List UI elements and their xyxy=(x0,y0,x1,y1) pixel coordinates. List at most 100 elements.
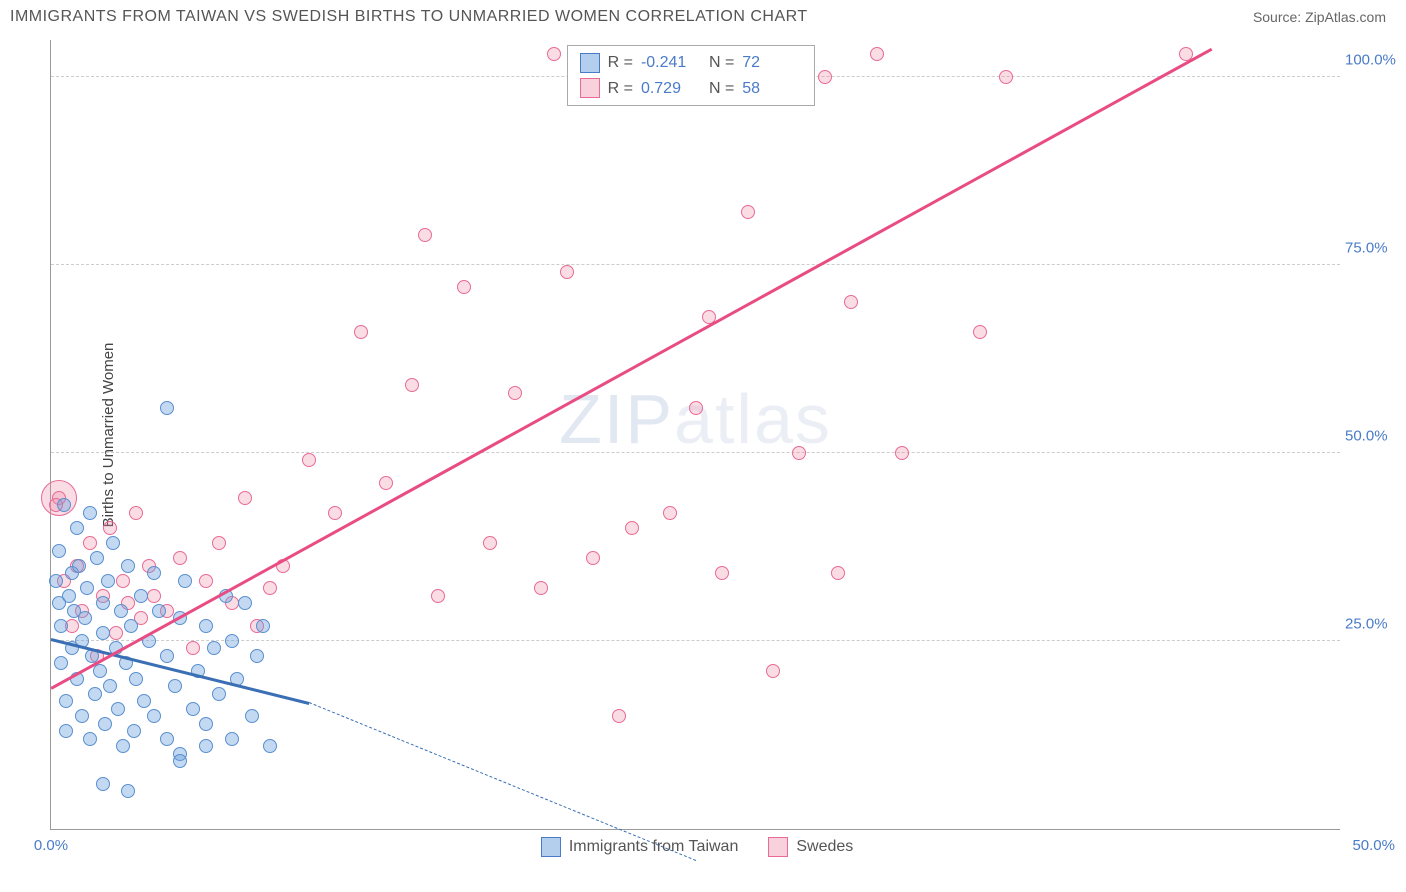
data-point xyxy=(186,641,200,655)
source-link[interactable]: Source: ZipAtlas.com xyxy=(1253,9,1386,25)
data-point xyxy=(328,506,342,520)
data-point xyxy=(199,574,213,588)
trendline xyxy=(50,48,1212,690)
data-point xyxy=(78,611,92,625)
data-point xyxy=(999,70,1013,84)
data-point xyxy=(715,566,729,580)
data-point xyxy=(160,401,174,415)
data-point xyxy=(103,679,117,693)
data-point xyxy=(212,687,226,701)
stat-row-blue: R = -0.241 N = 72 xyxy=(580,50,803,76)
data-point xyxy=(431,589,445,603)
data-point xyxy=(121,559,135,573)
data-point xyxy=(98,717,112,731)
data-point xyxy=(137,694,151,708)
data-point xyxy=(127,724,141,738)
blue-swatch-icon xyxy=(580,53,600,73)
data-point xyxy=(147,566,161,580)
data-point xyxy=(199,717,213,731)
data-point xyxy=(103,521,117,535)
data-point xyxy=(173,754,187,768)
data-point xyxy=(207,641,221,655)
data-point xyxy=(54,619,68,633)
data-point xyxy=(160,649,174,663)
data-point xyxy=(547,47,561,61)
data-point xyxy=(80,581,94,595)
data-point xyxy=(96,626,110,640)
data-point xyxy=(83,732,97,746)
legend-label-swedes: Swedes xyxy=(796,838,853,856)
data-point xyxy=(59,724,73,738)
watermark: ZIPatlas xyxy=(559,379,832,459)
data-point xyxy=(57,498,71,512)
data-point xyxy=(111,702,125,716)
data-point xyxy=(106,536,120,550)
data-point xyxy=(75,709,89,723)
data-point xyxy=(302,453,316,467)
data-point xyxy=(586,551,600,565)
data-point xyxy=(129,506,143,520)
data-point xyxy=(263,581,277,595)
data-point xyxy=(160,732,174,746)
data-point xyxy=(134,589,148,603)
data-point xyxy=(612,709,626,723)
r-value-blue: -0.241 xyxy=(641,50,701,76)
pink-swatch-icon xyxy=(580,78,600,98)
data-point xyxy=(508,386,522,400)
data-point xyxy=(83,536,97,550)
data-point xyxy=(72,559,86,573)
xtick-label: 50.0% xyxy=(1352,837,1395,854)
data-point xyxy=(560,265,574,279)
data-point xyxy=(870,47,884,61)
data-point xyxy=(256,619,270,633)
legend-label-taiwan: Immigrants from Taiwan xyxy=(569,838,739,856)
data-point xyxy=(147,589,161,603)
data-point xyxy=(114,604,128,618)
data-point xyxy=(250,649,264,663)
data-point xyxy=(663,506,677,520)
data-point xyxy=(173,551,187,565)
data-point xyxy=(818,70,832,84)
n-value-blue: 72 xyxy=(742,50,802,76)
data-point xyxy=(379,476,393,490)
stats-legend: R = -0.241 N = 72 R = 0.729 N = 58 xyxy=(567,45,816,106)
data-point xyxy=(186,702,200,716)
data-point xyxy=(844,295,858,309)
data-point xyxy=(199,739,213,753)
data-point xyxy=(129,672,143,686)
data-point xyxy=(534,581,548,595)
data-point xyxy=(625,521,639,535)
data-point xyxy=(152,604,166,618)
data-point xyxy=(405,378,419,392)
gridline-h xyxy=(51,640,1340,641)
data-point xyxy=(59,694,73,708)
y-axis-label: Births to Unmarried Women xyxy=(100,342,117,527)
ytick-label: 50.0% xyxy=(1345,427,1400,444)
data-point xyxy=(168,679,182,693)
bottom-legend: Immigrants from Taiwan Swedes xyxy=(541,837,853,857)
ytick-label: 100.0% xyxy=(1345,51,1400,68)
gridline-h xyxy=(51,452,1340,453)
data-point xyxy=(766,664,780,678)
gridline-h xyxy=(51,264,1340,265)
data-point xyxy=(457,280,471,294)
data-point xyxy=(147,709,161,723)
data-point xyxy=(212,536,226,550)
data-point xyxy=(831,566,845,580)
ytick-label: 25.0% xyxy=(1345,615,1400,632)
data-point xyxy=(792,446,806,460)
data-point xyxy=(93,664,107,678)
ytick-label: 75.0% xyxy=(1345,239,1400,256)
data-point xyxy=(49,574,63,588)
r-value-pink: 0.729 xyxy=(641,76,701,102)
data-point xyxy=(96,777,110,791)
data-point xyxy=(88,687,102,701)
data-point xyxy=(116,739,130,753)
data-point xyxy=(895,446,909,460)
data-point xyxy=(973,325,987,339)
data-point xyxy=(483,536,497,550)
data-point xyxy=(96,596,110,610)
data-point xyxy=(741,205,755,219)
data-point xyxy=(109,626,123,640)
data-point xyxy=(116,574,130,588)
